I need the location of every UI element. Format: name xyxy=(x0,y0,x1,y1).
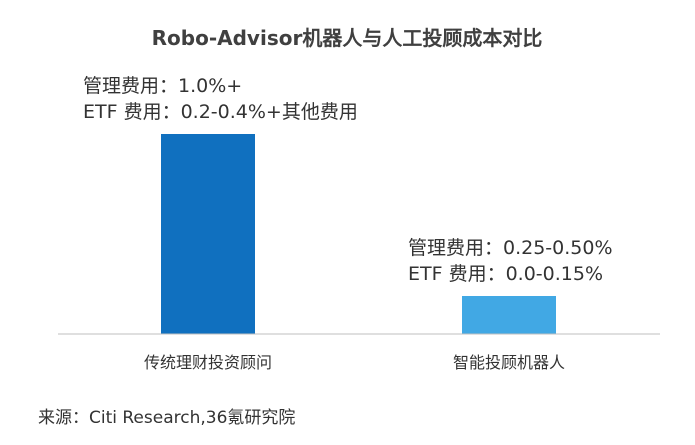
chart-title: Robo-Advisor机器人与人工投顾成本对比 xyxy=(152,26,543,50)
labels-group: 传统理财投资顾问 管理费用：1.0%+ ETF 费用：0.2-0.4%+其他费用智能… xyxy=(83,75,613,372)
bar-2-annotation-2: ETF 费用：0.0-0.15% xyxy=(408,263,603,285)
category-label-2: 智能投顾机器人 xyxy=(453,353,565,372)
bar-1-annotation-2: ETF 费用：0.2-0.4%+其他费用 xyxy=(83,101,358,123)
category-label-1: 传统理财投资顾问 xyxy=(144,353,272,372)
bar-2-annotation-1: 管理费用：0.25-0.50% xyxy=(408,237,613,259)
bar-1-annotation-1: 管理费用：1.0%+ xyxy=(83,75,242,97)
bars-group xyxy=(161,134,556,334)
source-note: 来源：Citi Research,36氪研究院 xyxy=(38,408,295,428)
bar-2 xyxy=(462,296,556,334)
bar-1 xyxy=(161,134,255,334)
